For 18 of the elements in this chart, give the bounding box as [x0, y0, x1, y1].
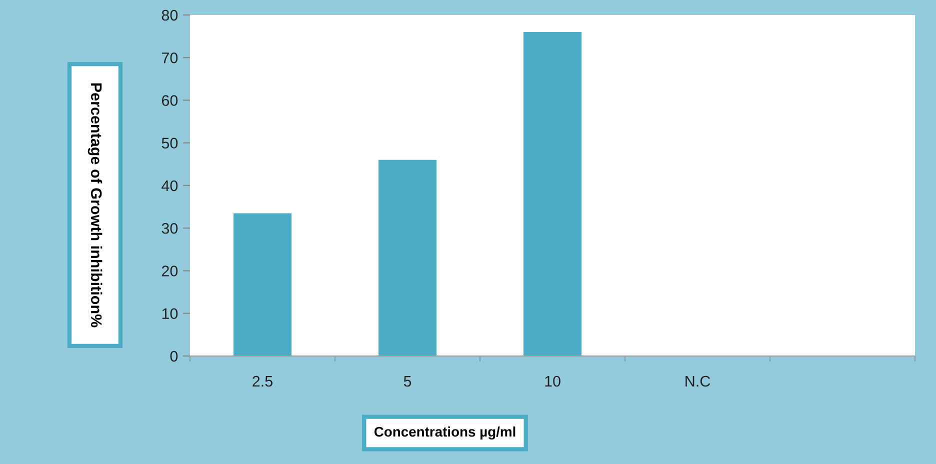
x-tick-label: N.C [686, 376, 710, 387]
y-tick-label: 0 [170, 350, 178, 362]
y-tick-label: 70 [162, 52, 178, 64]
y-tick-label: 20 [162, 266, 178, 276]
bar [524, 32, 582, 356]
y-tick-label: 40 [162, 180, 178, 192]
x-tick-label: 2.5 [252, 376, 272, 387]
x-tick-label: 5 [404, 376, 412, 387]
y-tick-label: 60 [162, 95, 178, 106]
y-tick-label: 30 [162, 222, 178, 234]
bar [234, 213, 292, 356]
x-tick-label: 10 [545, 376, 560, 387]
y-tick-label: 80 [162, 10, 178, 21]
bar [378, 160, 436, 356]
y-tick-label: 50 [162, 138, 178, 149]
y-tick-label: 10 [162, 308, 178, 320]
y-axis-title: Percentage of Growth inhibition% [88, 83, 102, 328]
x-axis-title: Concentrations µg/ml [374, 426, 516, 440]
